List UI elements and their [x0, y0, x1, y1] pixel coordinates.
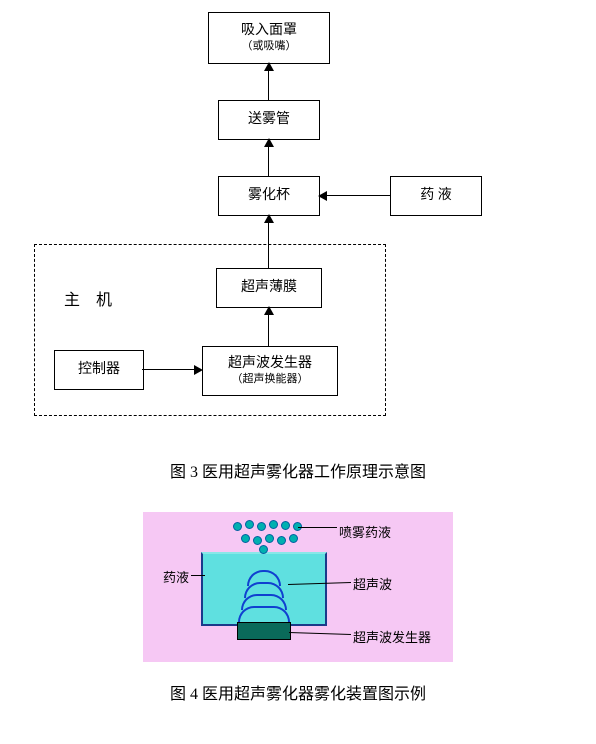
droplet-icon — [289, 534, 298, 543]
generator-block — [237, 622, 291, 640]
device-label-liquid: 药液 — [163, 567, 189, 586]
generator-sublabel: （超声换能器） — [232, 373, 309, 386]
lead-line — [191, 575, 205, 576]
tube-label: 送雾管 — [248, 112, 290, 129]
node-tube: 送雾管 — [218, 100, 320, 140]
device-label-gen: 超声波发生器 — [353, 627, 431, 646]
device-diagram: 喷雾药液药液 超声波超声波发生器 — [143, 512, 453, 662]
flowchart-diagram: 主 机 吸入面罩 （或吸嘴） 送雾管 雾化杯 药 液 超声薄膜 超声波发生器 （… — [0, 0, 596, 440]
lead-line — [298, 527, 337, 528]
node-mask: 吸入面罩 （或吸嘴） — [208, 12, 330, 64]
device-label-spray: 喷雾药液 — [339, 522, 391, 541]
mask-sublabel: （或吸嘴） — [242, 40, 297, 53]
droplet-icon — [257, 522, 266, 531]
droplet-icon — [259, 545, 268, 554]
droplet-icon — [233, 522, 242, 531]
cup-label: 雾化杯 — [248, 188, 290, 205]
film-label: 超声薄膜 — [241, 280, 297, 297]
droplet-icon — [241, 534, 250, 543]
figure3-caption: 图 3 医用超声雾化器工作原理示意图 — [0, 458, 596, 482]
droplet-icon — [253, 536, 262, 545]
node-cup: 雾化杯 — [218, 176, 320, 216]
droplet-icon — [281, 521, 290, 530]
droplet-icon — [277, 536, 286, 545]
node-generator: 超声波发生器 （超声换能器） — [202, 346, 338, 396]
droplet-icon — [269, 520, 278, 529]
generator-label: 超声波发生器 — [228, 356, 312, 373]
device-label-ultrasonic: 超声波 — [353, 574, 392, 593]
node-controller: 控制器 — [54, 350, 144, 390]
node-liquid: 药 液 — [390, 176, 482, 216]
controller-label: 控制器 — [78, 362, 120, 379]
node-film: 超声薄膜 — [216, 268, 322, 308]
mask-label: 吸入面罩 — [241, 23, 297, 40]
host-label: 主 机 — [64, 286, 118, 310]
liquid-label: 药 液 — [420, 188, 452, 205]
figure4-caption: 图 4 医用超声雾化器雾化装置图示例 — [0, 680, 596, 704]
droplet-icon — [265, 534, 274, 543]
droplet-icon — [245, 520, 254, 529]
ultrasonic-wave — [238, 606, 290, 622]
